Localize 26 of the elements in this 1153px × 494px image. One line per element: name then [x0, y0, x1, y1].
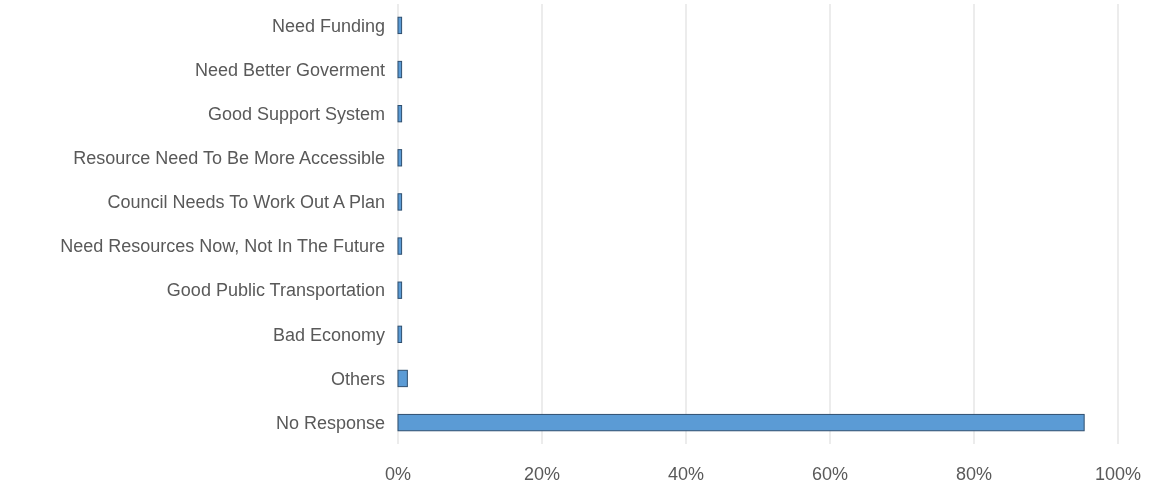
bar	[397, 369, 408, 388]
bar	[397, 16, 403, 35]
bar	[397, 193, 403, 211]
x-tick-label: 80%	[955, 464, 993, 484]
y-tick-label: Others	[330, 368, 385, 389]
y-tick-label: No Response	[275, 412, 385, 433]
y-tick-label: Need Funding	[271, 15, 385, 36]
bar	[397, 237, 403, 255]
bar	[397, 149, 403, 167]
y-tick-label: Need Resources Now, Not In The Future	[60, 236, 385, 257]
x-tick-label: 100%	[1094, 464, 1142, 484]
bar	[397, 60, 403, 79]
y-tick-label: Good Support System	[207, 103, 385, 124]
x-tick-label: 0%	[384, 464, 412, 484]
bar	[397, 105, 403, 123]
bar	[397, 413, 1085, 432]
x-tick-label: 60%	[811, 464, 849, 484]
y-tick-label: Bad Economy	[272, 324, 385, 345]
y-tick-label: Resource Need To Be More Accessible	[73, 148, 385, 169]
x-tick-label: 20%	[523, 464, 561, 484]
bar	[397, 325, 403, 343]
x-tick-label: 40%	[667, 464, 705, 484]
y-tick-label: Good Public Transportation	[166, 280, 385, 301]
y-tick-label: Need Better Goverment	[194, 59, 385, 80]
bar	[397, 281, 403, 299]
y-tick-label: Council Needs To Work Out A Plan	[107, 192, 385, 213]
